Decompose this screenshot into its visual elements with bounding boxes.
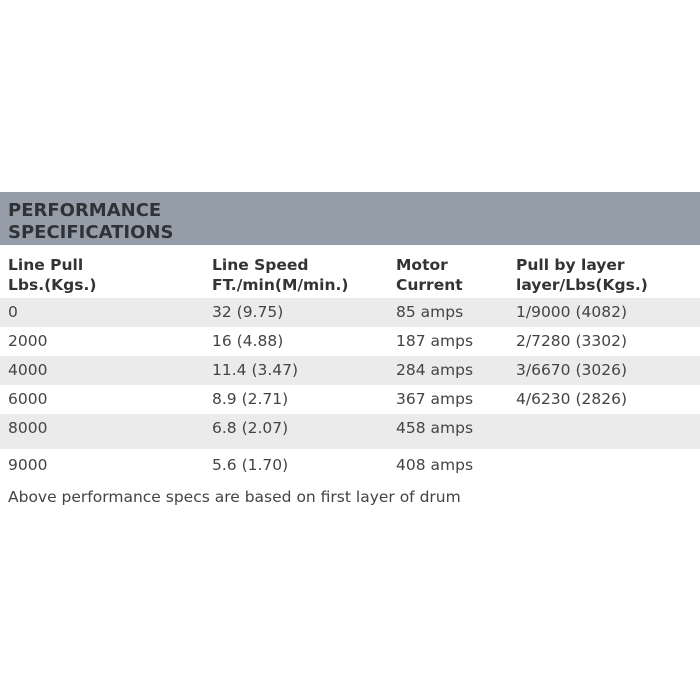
table-cell: 8.9 (2.71) (212, 390, 289, 408)
header-text: Pull by layer (516, 256, 625, 274)
table-cell: 85 amps (396, 303, 464, 321)
table-cell: 0 (8, 303, 18, 321)
table-row: 4000 11.4 (3.47) 284 amps 3/6670 (3026) (0, 356, 700, 385)
table-cell: 1/9000 (4082) (516, 303, 627, 321)
table-cell: 9000 (8, 456, 48, 474)
table-cell: 32 (9.75) (212, 303, 284, 321)
table-cell: 16 (4.88) (212, 332, 284, 350)
table-cell: 284 amps (396, 361, 474, 379)
header-text: Line Pull (8, 256, 84, 274)
table-row: 8000 6.8 (2.07) 458 amps (0, 414, 700, 449)
title-band: PERFORMANCE SPECIFICATIONS (0, 192, 700, 245)
table-row: 6000 8.9 (2.71) 367 amps 4/6230 (2826) (0, 385, 700, 414)
table-cell: 6000 (8, 390, 48, 408)
table-cell: 8000 (8, 419, 48, 437)
table-cell: 458 amps (396, 419, 474, 437)
table-cell: 3/6670 (3026) (516, 361, 627, 379)
table-cell: 11.4 (3.47) (212, 361, 299, 379)
header-text: Current (396, 276, 463, 294)
header-text: Lbs.(Kgs.) (8, 276, 97, 294)
header-text: Motor (396, 256, 448, 274)
table-title: PERFORMANCE SPECIFICATIONS (8, 200, 174, 243)
table-cell: 2/7280 (3302) (516, 332, 627, 350)
header-pull-by-layer: Pull by layer layer/Lbs(Kgs.) (516, 255, 648, 295)
table-cell: 408 amps (396, 456, 474, 474)
header-row: Line Pull Lbs.(Kgs.) Line Speed FT./min(M/… (0, 255, 700, 297)
table-row: 9000 5.6 (1.70) 408 amps (0, 449, 700, 481)
header-line-speed: Line Speed FT./min(M/min.) (212, 255, 349, 295)
header-text: Line Speed (212, 256, 309, 274)
header-motor-current: Motor Current (396, 255, 463, 295)
table-row: 0 32 (9.75) 85 amps 1/9000 (4082) (0, 298, 700, 327)
header-text: layer/Lbs(Kgs.) (516, 276, 648, 294)
header-line-pull: Line Pull Lbs.(Kgs.) (8, 255, 96, 295)
table-cell: 2000 (8, 332, 48, 350)
table-cell: 367 amps (396, 390, 474, 408)
table-cell: 5.6 (1.70) (212, 456, 289, 474)
table-cell: 187 amps (396, 332, 474, 350)
table-cell: 6.8 (2.07) (212, 419, 289, 437)
footnote: Above performance specs are based on fir… (8, 488, 461, 506)
table-cell: 4000 (8, 361, 48, 379)
table-cell: 4/6230 (2826) (516, 390, 627, 408)
header-text: FT./min(M/min.) (212, 276, 349, 294)
table-row: 2000 16 (4.88) 187 amps 2/7280 (3302) (0, 327, 700, 356)
